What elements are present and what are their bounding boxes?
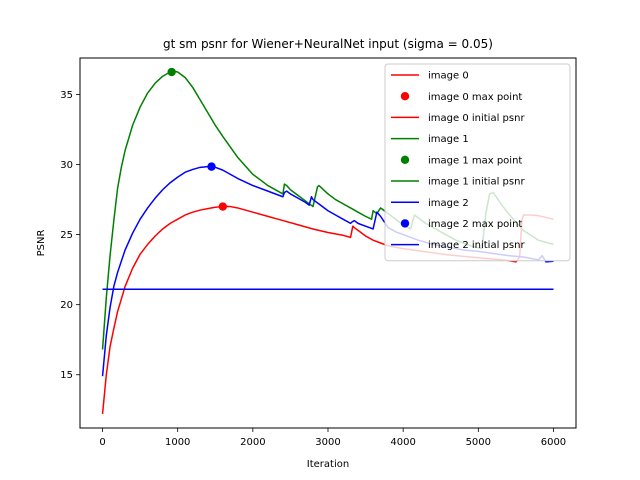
x-tick-label: 3000	[315, 437, 340, 448]
legend-label-image-0-initial-psnr: image 0 initial psnr	[428, 113, 525, 124]
x-tick-label: 2000	[240, 437, 265, 448]
x-tick-label: 4000	[390, 437, 415, 448]
y-tick-label: 35	[60, 90, 73, 101]
legend-label-image-1: image 1	[428, 134, 469, 145]
legend: image 0 image 0 max point image 0 initial …	[384, 63, 571, 262]
x-axis: 0 1000 2000 3000 4000 5000 6000	[99, 428, 566, 448]
y-axis-label: PSNR	[36, 230, 47, 257]
y-axis: 15 20 25 30 35	[60, 90, 80, 381]
max-point-image-2-max-point	[207, 162, 216, 171]
chart-title: gt sm psnr for Wiener+NeuralNet input (s…	[163, 37, 493, 51]
legend-box	[384, 63, 571, 262]
x-tick-label: 6000	[541, 437, 566, 448]
y-tick-label: 25	[60, 230, 73, 241]
legend-swatch-image-0-max-point	[400, 92, 410, 101]
x-tick-label: 1000	[165, 437, 190, 448]
y-tick-label: 15	[60, 370, 73, 381]
legend-label-image-0: image 0	[428, 71, 469, 82]
x-tick-label: 5000	[466, 437, 491, 448]
legend-swatch-image-2-max-point	[400, 219, 410, 228]
legend-label-image-2-initial-psnr: image 2 initial psnr	[428, 240, 525, 251]
legend-swatch-image-1-max-point	[400, 155, 410, 164]
y-tick-label: 20	[60, 300, 73, 311]
x-axis-label: Iteration	[307, 459, 349, 470]
max-point-image-1-max-point	[167, 67, 176, 77]
legend-label-image-1-max-point: image 1 max point	[428, 155, 522, 166]
max-point-image-0-max-point	[218, 202, 227, 211]
y-tick-label: 30	[60, 160, 73, 171]
plot-area	[101, 67, 554, 415]
x-tick-label: 0	[99, 437, 105, 448]
legend-label-image-2-max-point: image 2 max point	[428, 219, 522, 230]
legend-label-image-0-max-point: image 0 max point	[428, 92, 522, 103]
legend-label-image-2: image 2	[428, 198, 469, 209]
legend-label-image-1-initial-psnr: image 1 initial psnr	[428, 177, 525, 188]
